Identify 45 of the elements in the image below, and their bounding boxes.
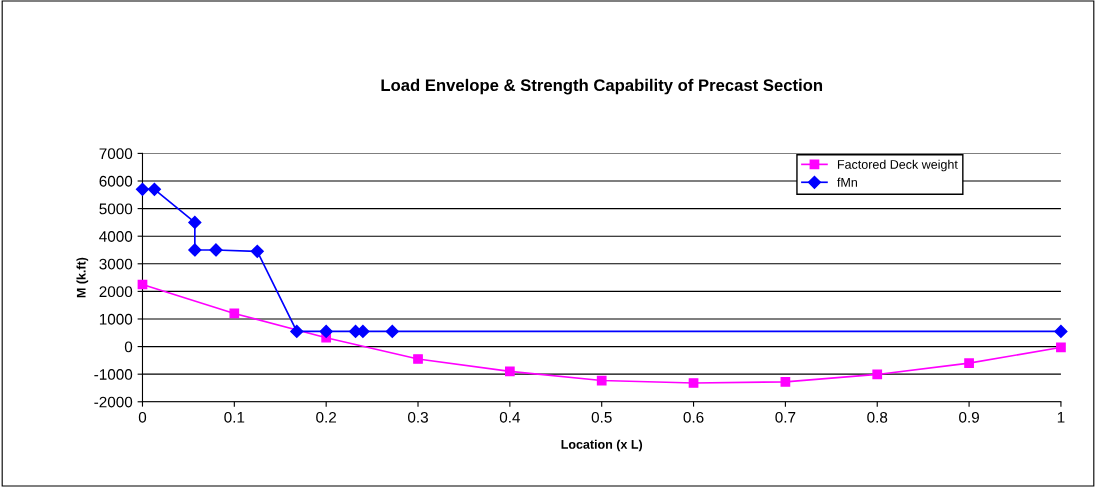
y-tick-label: 5000	[99, 203, 133, 215]
point	[385, 324, 399, 338]
x-axis-title: Location (x L)	[561, 439, 643, 452]
point	[290, 324, 304, 338]
x-tick-label: 0.7	[775, 411, 796, 423]
x-tick-label: 0.4	[499, 411, 521, 423]
point	[688, 378, 699, 388]
legend-label: fMn	[837, 177, 857, 187]
point	[780, 377, 791, 387]
y-tick-label: 1000	[99, 313, 133, 325]
x-tick-label: 0	[138, 411, 147, 423]
x-tick-label: 1	[1057, 412, 1065, 423]
x-tick-label: 0.2	[316, 411, 337, 423]
x-tick-label: 0.6	[683, 411, 704, 423]
y-tick-label: 7000	[99, 148, 133, 160]
point	[413, 354, 423, 364]
y-tick-label: 6000	[99, 175, 133, 187]
point	[229, 308, 240, 319]
y-axis-title: M (k.ft)	[76, 257, 89, 298]
y-tick-label: -2000	[94, 396, 133, 408]
chart-title: Load Envelope & Strength Capability of Precast Section	[381, 78, 823, 95]
point	[209, 243, 223, 257]
point	[319, 324, 333, 338]
point	[504, 366, 515, 377]
point	[1056, 342, 1066, 353]
x-tick-label: 0.1	[224, 411, 245, 423]
point	[596, 375, 607, 386]
x-tick-label: 0.8	[867, 411, 888, 423]
x-tick-label: 0.3	[407, 411, 428, 423]
point	[188, 243, 202, 257]
x-tick-label: 0.9	[959, 411, 979, 423]
point	[135, 182, 150, 196]
point	[250, 244, 264, 258]
point	[872, 369, 883, 380]
point	[1054, 324, 1068, 338]
point	[964, 358, 974, 369]
y-tick-label: 2000	[99, 286, 133, 298]
y-tick-label: -1000	[94, 369, 133, 380]
point	[147, 182, 162, 196]
point	[188, 215, 202, 229]
legend-label: Factored Deck weight	[837, 159, 958, 172]
y-tick-label: 3000	[99, 258, 133, 270]
y-tick-label: 0	[124, 341, 133, 353]
y-tick-label: 4000	[99, 231, 133, 242]
x-tick-label: 0.5	[591, 411, 612, 423]
